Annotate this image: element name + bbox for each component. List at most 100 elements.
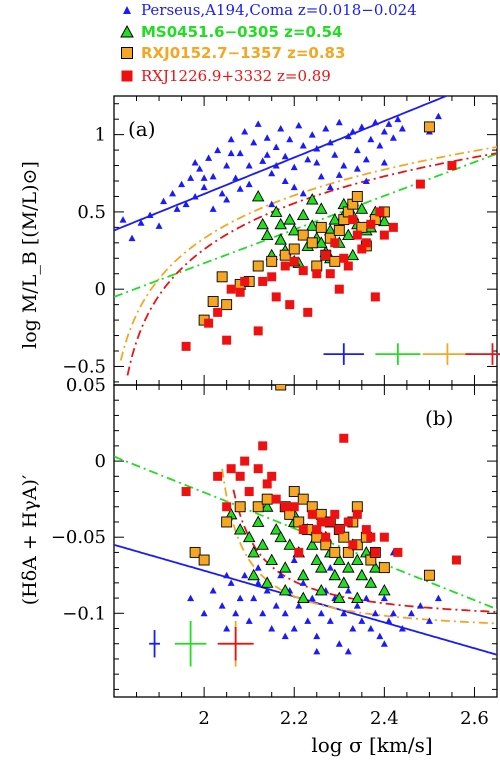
point-perseus bbox=[169, 189, 177, 197]
point-perseus bbox=[223, 571, 231, 579]
legend-marker-rxj0152 bbox=[121, 47, 133, 59]
point-perseus bbox=[380, 594, 388, 602]
point-ms0451 bbox=[378, 214, 391, 227]
point-perseus bbox=[317, 172, 325, 180]
point-rxj1226 bbox=[325, 517, 335, 527]
point-perseus bbox=[376, 141, 384, 149]
panel-a-ticks bbox=[114, 96, 498, 385]
point-perseus bbox=[358, 617, 366, 624]
point-perseus bbox=[380, 128, 388, 135]
point-rxj1226 bbox=[280, 502, 290, 512]
point-rxj0152 bbox=[338, 531, 350, 543]
point-perseus bbox=[200, 183, 208, 191]
point-rxj1226 bbox=[343, 261, 353, 271]
legend-marker-perseus bbox=[123, 6, 131, 14]
point-ms0451 bbox=[310, 553, 324, 565]
point-rxj1226 bbox=[240, 276, 250, 286]
point-ms0451 bbox=[337, 576, 351, 588]
point-rxj1226 bbox=[357, 244, 367, 254]
point-rxj1226 bbox=[451, 555, 461, 565]
point-rxj1226 bbox=[312, 525, 322, 535]
point-ms0451 bbox=[247, 545, 260, 558]
point-rxj0152 bbox=[198, 554, 210, 566]
point-ms0451 bbox=[265, 553, 278, 565]
point-rxj1226 bbox=[352, 230, 362, 240]
point-rxj1226 bbox=[447, 161, 457, 171]
point-ms0451 bbox=[305, 219, 319, 231]
point-rxj1226 bbox=[298, 266, 308, 276]
point-ms0451 bbox=[351, 553, 364, 565]
point-perseus bbox=[326, 183, 334, 191]
point-rxj1226 bbox=[181, 341, 191, 351]
point-ms0451 bbox=[346, 248, 360, 261]
point-ms0451 bbox=[274, 217, 287, 230]
point-perseus bbox=[272, 162, 280, 169]
legend-label-rxj0152: RXJ0152.7−1357 z=0.83 bbox=[141, 44, 345, 62]
point-perseus bbox=[313, 632, 321, 640]
point-perseus bbox=[223, 162, 231, 169]
point-perseus bbox=[299, 189, 307, 197]
x-tick-label: 2.2 bbox=[280, 708, 309, 729]
point-perseus bbox=[155, 222, 163, 229]
point-rxj0152 bbox=[329, 546, 341, 558]
point-rxj1226 bbox=[303, 307, 313, 317]
point-rxj0152 bbox=[284, 508, 296, 520]
point-rxj1226 bbox=[204, 318, 214, 328]
point-perseus bbox=[299, 579, 307, 586]
point-rxj1226 bbox=[267, 471, 277, 481]
point-perseus bbox=[398, 625, 406, 632]
fit-line-ms0451 bbox=[114, 152, 497, 298]
point-rxj0152 bbox=[333, 225, 345, 236]
legend-marker-ms0451 bbox=[120, 24, 134, 38]
point-rxj1226 bbox=[366, 532, 376, 542]
point-ms0451 bbox=[369, 561, 382, 573]
point-perseus bbox=[196, 165, 204, 172]
point-perseus bbox=[214, 146, 222, 154]
point-ms0451 bbox=[260, 500, 274, 512]
point-perseus bbox=[290, 163, 298, 171]
point-rxj1226 bbox=[348, 540, 358, 550]
point-ms0451 bbox=[305, 193, 319, 205]
point-ms0451 bbox=[260, 228, 274, 241]
point-perseus bbox=[308, 131, 316, 138]
point-rxj1226 bbox=[348, 215, 358, 225]
point-perseus bbox=[349, 625, 357, 632]
point-ms0451 bbox=[251, 190, 265, 202]
point-rxj1226 bbox=[280, 261, 290, 271]
point-perseus bbox=[191, 158, 199, 166]
legend-label-ms0451: MS0451.6−0305 z=0.54 bbox=[141, 23, 342, 41]
panel-a-error-bars bbox=[323, 343, 500, 365]
point-ms0451 bbox=[274, 233, 287, 245]
point-perseus bbox=[389, 609, 397, 617]
panel-a-ytick-label: 0.5 bbox=[77, 202, 106, 223]
point-perseus bbox=[277, 124, 285, 132]
point-perseus bbox=[119, 216, 127, 223]
point-perseus bbox=[263, 134, 271, 141]
x-tick-label: 2 bbox=[198, 708, 209, 729]
legend: Perseus,A194,Coma z=0.018−0.024 MS0451.6−… bbox=[120, 1, 417, 85]
point-ms0451 bbox=[251, 515, 265, 527]
point-perseus bbox=[425, 617, 433, 624]
point-perseus bbox=[245, 180, 253, 188]
point-perseus bbox=[277, 571, 285, 579]
point-perseus bbox=[254, 120, 262, 127]
point-perseus bbox=[335, 640, 343, 647]
point-perseus bbox=[268, 169, 276, 177]
point-ms0451 bbox=[315, 202, 328, 214]
point-perseus bbox=[313, 145, 321, 152]
point-perseus bbox=[268, 200, 276, 208]
point-perseus bbox=[290, 183, 298, 191]
point-perseus bbox=[340, 609, 348, 617]
point-rxj1226 bbox=[339, 433, 349, 443]
x-tick-label: 2.4 bbox=[370, 708, 399, 729]
panel-b-points bbox=[181, 385, 461, 655]
point-perseus bbox=[367, 625, 375, 632]
point-perseus bbox=[236, 594, 244, 602]
point-rxj0152 bbox=[279, 249, 291, 261]
panel-a-ytick-label: −0.5 bbox=[62, 356, 106, 377]
point-rxj1226 bbox=[370, 547, 380, 557]
point-rxj1226 bbox=[298, 525, 308, 535]
point-ms0451 bbox=[260, 576, 274, 588]
point-rxj1226 bbox=[258, 441, 268, 451]
point-ms0451 bbox=[328, 568, 342, 581]
